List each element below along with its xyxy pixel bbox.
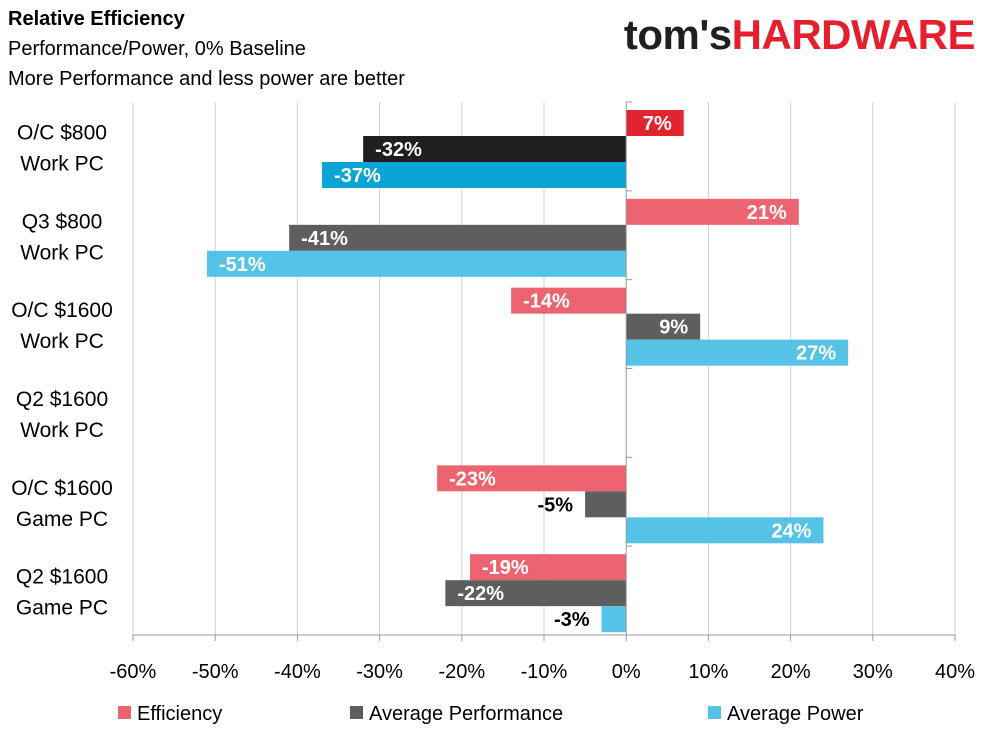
legend-swatch bbox=[708, 706, 721, 719]
bar-average-performance bbox=[585, 491, 627, 518]
x-tick-label: -10% bbox=[521, 661, 568, 683]
category-label: O/C $1600 bbox=[11, 477, 113, 500]
bar-average-power bbox=[206, 250, 627, 277]
data-label: -19% bbox=[482, 557, 529, 579]
data-label: 9% bbox=[659, 317, 688, 339]
logo-part-2: HARDWARE bbox=[731, 11, 976, 58]
bar-efficiency bbox=[470, 554, 627, 581]
category-label: Game PC bbox=[16, 508, 108, 531]
x-tick-label: -40% bbox=[274, 661, 321, 683]
bar-efficiency bbox=[511, 287, 627, 314]
data-label: 27% bbox=[796, 343, 836, 365]
chart-subtitle: Performance/Power, 0% Baseline bbox=[8, 38, 306, 60]
x-tick-label: -50% bbox=[192, 661, 239, 683]
data-label: 7% bbox=[643, 113, 672, 135]
category-label: Q3 $800 bbox=[22, 210, 103, 233]
legend-swatch bbox=[118, 706, 131, 719]
data-label: 24% bbox=[771, 520, 811, 542]
data-label: -41% bbox=[301, 228, 348, 250]
category-label: Work PC bbox=[20, 152, 104, 175]
data-label: -37% bbox=[334, 165, 381, 187]
bar-efficiency bbox=[626, 110, 684, 136]
data-label: -51% bbox=[219, 254, 266, 276]
category-label: Work PC bbox=[20, 330, 104, 353]
category-label: Work PC bbox=[20, 241, 104, 264]
x-tick-label: -60% bbox=[110, 661, 157, 683]
x-tick-label: -20% bbox=[438, 661, 485, 683]
legend-label: Average Power bbox=[727, 703, 864, 725]
data-label: -23% bbox=[449, 468, 496, 490]
x-tick-label: 0% bbox=[612, 661, 641, 683]
chart-title: Relative Efficiency bbox=[8, 8, 185, 30]
data-label: -14% bbox=[523, 291, 570, 313]
data-label: -3% bbox=[554, 609, 590, 631]
bar-average-performance bbox=[626, 313, 701, 340]
bar-average-power bbox=[626, 339, 849, 366]
data-label: 21% bbox=[747, 202, 787, 224]
bar-average-performance bbox=[363, 136, 627, 162]
data-label: -32% bbox=[375, 139, 422, 161]
toms-hardware-logo: tom'sHARDWARE bbox=[623, 10, 976, 60]
x-tick-label: 30% bbox=[853, 661, 893, 683]
bar-efficiency bbox=[437, 465, 627, 492]
data-label: -5% bbox=[538, 494, 574, 516]
legend-label: Efficiency bbox=[137, 703, 222, 725]
bar-efficiency bbox=[626, 198, 799, 225]
bar-average-power bbox=[601, 606, 627, 633]
bar-average-performance bbox=[289, 224, 627, 251]
chart-header: Relative Efficiency Performance/Power, 0… bbox=[8, 4, 405, 94]
legend-swatch bbox=[350, 706, 363, 719]
bar-average-performance bbox=[445, 580, 627, 607]
bar-average-power bbox=[322, 162, 627, 188]
x-tick-label: 40% bbox=[935, 661, 975, 683]
category-label: Q2 $1600 bbox=[16, 388, 108, 411]
logo-part-1: tom's bbox=[623, 11, 732, 58]
x-tick-label: 20% bbox=[771, 661, 811, 683]
category-label: Q2 $1600 bbox=[16, 566, 108, 589]
category-label: Game PC bbox=[16, 597, 108, 620]
bar-average-power bbox=[626, 517, 824, 544]
category-label: Work PC bbox=[20, 419, 104, 442]
chart-note: More Performance and less power are bett… bbox=[8, 68, 405, 90]
x-tick-label: -30% bbox=[356, 661, 403, 683]
category-label: O/C $800 bbox=[17, 121, 107, 144]
data-label: -22% bbox=[457, 583, 504, 605]
x-tick-label: 10% bbox=[688, 661, 728, 683]
category-label: O/C $1600 bbox=[11, 299, 113, 322]
legend-label: Average Performance bbox=[369, 703, 563, 725]
